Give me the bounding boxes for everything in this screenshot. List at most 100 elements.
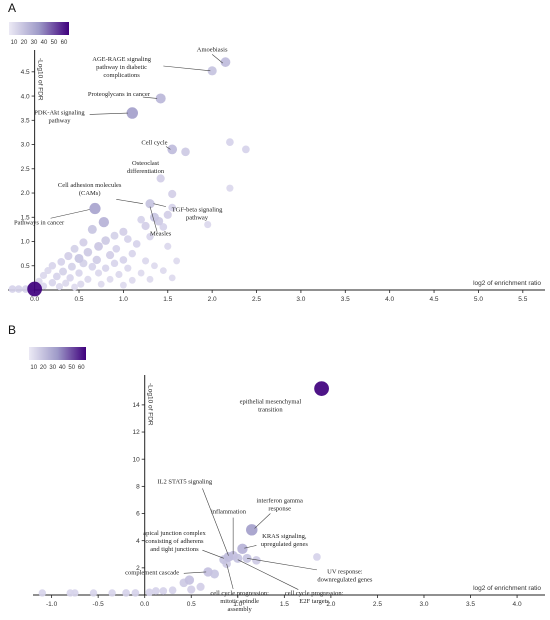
panel-b-legend-tick-10: 10 bbox=[30, 365, 37, 371]
panel-a-annotation: AGE-RAGE signaling pathway in diabetic com… bbox=[92, 56, 151, 79]
panel-a-data-point bbox=[128, 249, 136, 258]
panel-a-data-point bbox=[168, 274, 176, 282]
panel-a-data-point bbox=[94, 269, 103, 277]
panel-a-data-point bbox=[132, 240, 141, 248]
panel-b-data-point bbox=[314, 381, 329, 396]
panel-b-annotation: apical junction complex consisting of adh… bbox=[143, 530, 206, 553]
panel-a-legend-ticks: 10 20 30 40 50 60 bbox=[11, 40, 68, 46]
panel-a-data-point bbox=[226, 184, 234, 192]
panel-a-plot: 0.0 0.5 1.0 1.5 2.0 2.5 3.0 3.5 4.0 4.5 5.0 5.5 0.5 1… bbox=[8, 46, 545, 303]
panel-a-data-point bbox=[52, 272, 61, 281]
panel-a-annotation-leader bbox=[142, 96, 158, 99]
panel-a-data-point bbox=[242, 145, 250, 154]
panel-a-annotation: PDK-Akt signaling pathway bbox=[34, 109, 85, 124]
panel-a-legend-tick-20: 20 bbox=[21, 40, 28, 46]
panel-a-data-point bbox=[167, 144, 178, 155]
panel-b-annotation: cell cycle progression: E2F targets bbox=[285, 590, 344, 605]
panel-b-x-tick-label: 2.0 bbox=[326, 601, 335, 608]
panel-a-y-axis-title: -Log10 of FDR bbox=[37, 58, 44, 101]
panel-b-data-point bbox=[89, 589, 98, 597]
panel-b-x-tick-label: 1.5 bbox=[280, 601, 289, 608]
panel-a-data-point bbox=[79, 238, 88, 247]
panel-b-label: B bbox=[8, 323, 16, 337]
panel-a-data-point bbox=[156, 174, 165, 183]
panel-b-y-axis-title: -Log10 of FDR bbox=[147, 383, 154, 426]
panel-b-annotation: epithelial mesenchymal transition bbox=[240, 399, 302, 414]
panel-b-x-tick-label: 1.0 bbox=[233, 601, 242, 608]
panel-a-label: A bbox=[8, 1, 16, 15]
panel-b-annotation-leader bbox=[244, 545, 257, 549]
panel-a-data-point bbox=[87, 224, 97, 234]
panel-a-x-tick-label: 1.0 bbox=[119, 296, 128, 303]
panel-a-data-point bbox=[97, 280, 105, 288]
panel-a-data-point bbox=[159, 267, 167, 275]
panel-a-x-axis-title: log2 of enrichment ratio bbox=[473, 280, 541, 287]
panel-a-x-tick-label: 0.0 bbox=[30, 296, 39, 303]
panel-b-x-tick-label: 3.0 bbox=[419, 601, 428, 608]
panel-b-y-tick-label: 12 bbox=[132, 429, 140, 436]
panel-a-color-legend: 10 20 30 40 50 60 bbox=[9, 22, 69, 46]
panel-a-x-tick-label: 5.0 bbox=[474, 296, 483, 303]
panel-a-data-point bbox=[106, 275, 114, 283]
panel-a-data-point bbox=[204, 220, 212, 229]
panel-a-data-point bbox=[181, 147, 190, 157]
panel-a-data-point bbox=[74, 253, 84, 263]
panel-b-x-tick-label: 4.0 bbox=[513, 601, 522, 608]
panel-a-annotation-leader bbox=[50, 209, 90, 219]
panel-a-data-point bbox=[128, 276, 136, 284]
panel-b-legend-tick-20: 20 bbox=[40, 365, 47, 371]
panel-a-data-point bbox=[207, 66, 217, 76]
panel-a-data-point bbox=[115, 270, 123, 279]
panel-a-data-point bbox=[110, 259, 119, 268]
panel-a-data-point bbox=[123, 235, 132, 243]
panel-a-data-point bbox=[94, 241, 103, 251]
panel-a-legend-tick-40: 40 bbox=[41, 40, 48, 46]
panel-a-annotation-leader bbox=[89, 112, 128, 115]
panel-a-data-point bbox=[149, 212, 159, 222]
panel-a-annotation: Cell adhesion molecules (CAMs) bbox=[58, 182, 122, 197]
panel-b-data-point bbox=[246, 524, 258, 536]
panel-b-x-axis-title: log2 of enrichment ratio bbox=[473, 585, 541, 592]
panel-b-x-tick-label: 0.0 bbox=[140, 601, 149, 608]
panel-b-data-point bbox=[313, 553, 321, 561]
panel-b-data-point bbox=[203, 567, 213, 577]
panel-a-data-point bbox=[137, 269, 145, 277]
panel-b-x-tick-label: 0.5 bbox=[187, 601, 196, 608]
panel-b-data-point bbox=[66, 589, 74, 597]
panel-a-data-point bbox=[124, 264, 132, 272]
panel-b-data-point bbox=[223, 552, 234, 562]
panel-a-x-tick-label: 2.5 bbox=[252, 296, 261, 303]
panel-b-annotation: KRAS signaling, upregulated genes bbox=[261, 533, 309, 548]
panel-b-data-point bbox=[159, 587, 168, 595]
panel-a-data-point bbox=[105, 251, 115, 260]
panel-a-y-tick-label: 1.5 bbox=[21, 214, 30, 221]
panel-b-legend-tick-60: 60 bbox=[78, 365, 85, 371]
panel-a-data-point bbox=[110, 231, 119, 240]
panel-a-data-point bbox=[64, 251, 73, 261]
panel-b-y-tick-label: 4 bbox=[136, 538, 140, 545]
panel-a-data-point bbox=[126, 107, 139, 119]
panel-a-annotation-leader bbox=[211, 54, 223, 64]
panel-a-data-point bbox=[48, 262, 57, 270]
panel-a-data-point bbox=[88, 262, 97, 271]
panel-a-y-tick-label: 0.5 bbox=[21, 263, 30, 270]
panel-b-legend-colorbar bbox=[29, 347, 86, 360]
panel-b-annotation-leader bbox=[254, 513, 271, 529]
panel-b-annotation: interferon gamma response bbox=[256, 498, 302, 513]
panel-b-data-point bbox=[252, 556, 261, 565]
panel-b-annotation: UV response: downregulated genes bbox=[317, 568, 373, 583]
panel-a-data-point bbox=[67, 262, 76, 271]
panel-a-x-tick-label: 3.0 bbox=[296, 296, 305, 303]
panel-a-data-point bbox=[151, 262, 158, 270]
panel-a-data-point bbox=[141, 221, 150, 231]
panel-a-annotation-leader bbox=[153, 203, 167, 207]
panel-b-data-point bbox=[152, 587, 160, 595]
panel-a-data-point bbox=[155, 93, 166, 104]
panel-a-data-point bbox=[168, 203, 177, 212]
panel-b-y-tick-label: 10 bbox=[132, 456, 140, 463]
panel-a-data-point bbox=[55, 283, 64, 291]
panel-a-annotation: TGF-beta signaling pathway bbox=[172, 206, 223, 221]
panel-b-data-point bbox=[237, 543, 248, 555]
panel-b-data-point bbox=[108, 589, 116, 597]
panel-a-annotation: Amoebiasis bbox=[197, 46, 228, 53]
